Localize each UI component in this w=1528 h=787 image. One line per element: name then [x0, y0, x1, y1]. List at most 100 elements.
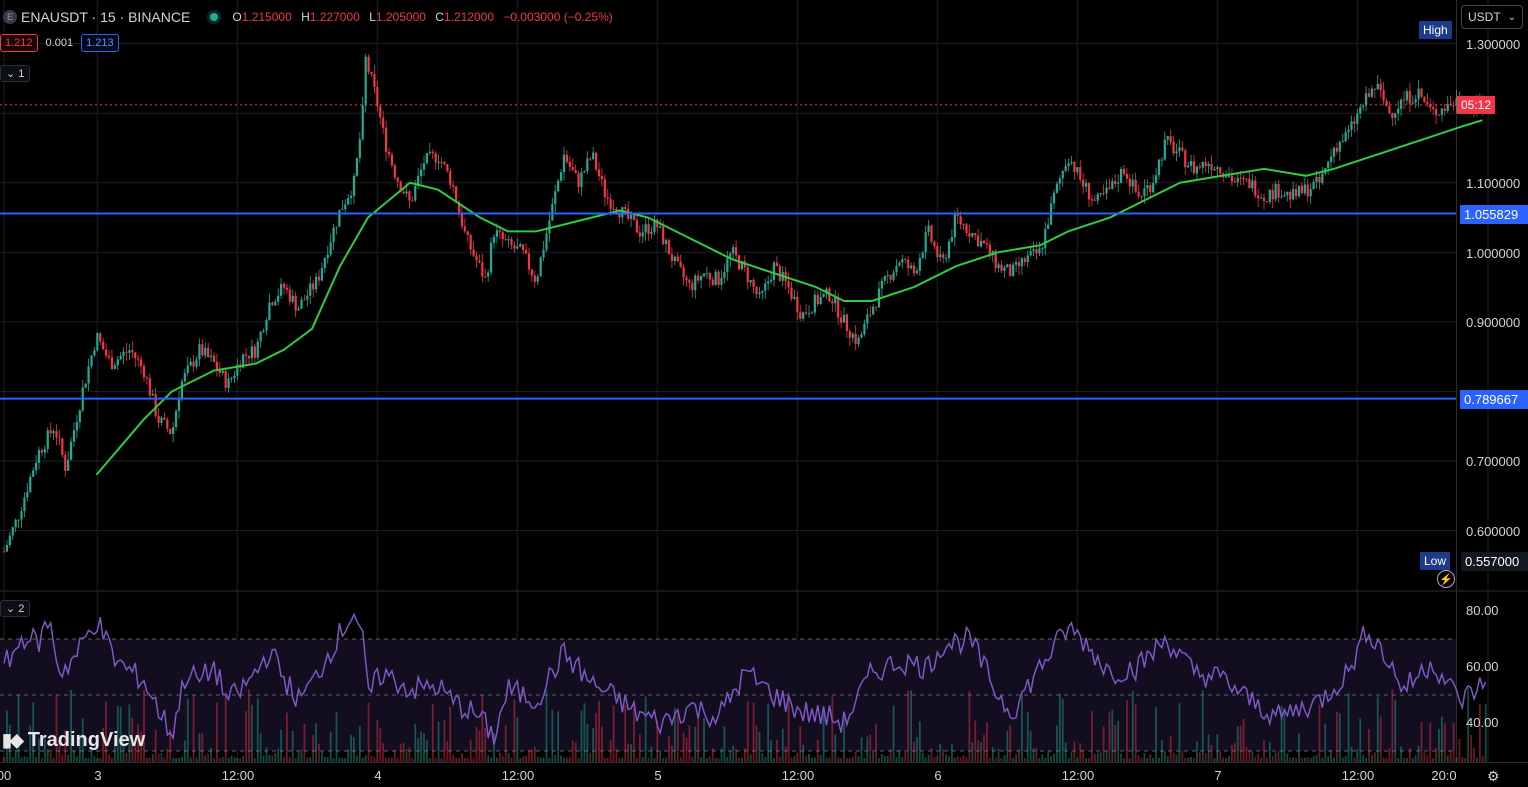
volume-bar: [601, 726, 603, 762]
candle-body: [218, 369, 221, 374]
volume-bar: [1263, 740, 1265, 762]
volume-bar: [1324, 723, 1327, 762]
volume-bar: [1099, 751, 1102, 762]
candle-body: [641, 232, 644, 237]
volume-bar: [948, 756, 950, 762]
volume-bar: [17, 694, 20, 762]
trade-buttons: 1.212 0.001 1.213: [0, 34, 119, 52]
candle-body: [285, 287, 289, 290]
candle-body: [673, 256, 676, 261]
volume-bar: [87, 757, 90, 762]
volume-bar: [55, 694, 58, 762]
candle-body: [1443, 108, 1446, 111]
volume-bar: [265, 747, 268, 762]
candle-body: [61, 438, 64, 455]
volume-bar: [192, 695, 195, 762]
volume-bar: [38, 738, 40, 762]
volume-bar: [166, 748, 169, 762]
volume-bar: [988, 757, 991, 762]
candle-body: [151, 393, 154, 396]
candle-body: [746, 267, 749, 283]
volume-bar: [883, 755, 886, 762]
candle-body: [487, 272, 490, 277]
candle-body: [1012, 264, 1015, 277]
candle-body: [478, 260, 481, 263]
candle-body: [125, 351, 128, 353]
volume-bar: [227, 757, 230, 762]
sell-button[interactable]: 1.212: [0, 34, 38, 52]
candle-body: [886, 275, 889, 277]
time-tick: 00: [0, 768, 12, 783]
candle-body: [460, 212, 464, 227]
volume-bar: [694, 726, 697, 762]
candle-body: [93, 350, 96, 356]
candle-body: [947, 241, 951, 258]
volume-bar: [218, 757, 221, 762]
volume-bar: [233, 757, 236, 762]
volume-bar: [326, 756, 329, 762]
volume-bar: [583, 703, 586, 762]
candle-body: [583, 171, 586, 173]
buy-button[interactable]: 1.213: [81, 34, 119, 52]
candle-body: [909, 265, 913, 269]
level-2-tag[interactable]: 0.789667: [1460, 390, 1528, 409]
candle-body: [1014, 262, 1018, 265]
volume-bar: [1438, 728, 1440, 762]
candle-body: [1219, 167, 1222, 174]
main-pane-toggle[interactable]: ⌄ 1: [0, 65, 31, 82]
volume-bar: [472, 757, 475, 762]
volume-bar: [787, 692, 790, 762]
candle-body: [842, 314, 846, 323]
level-1-tag[interactable]: 1.055829: [1460, 205, 1528, 224]
rsi-pane-toggle[interactable]: ⌄ 2: [0, 600, 31, 617]
candle-body: [772, 262, 776, 280]
volume-bar: [1120, 753, 1122, 762]
high-key: H: [301, 10, 310, 24]
price-tick: 1.000000: [1466, 246, 1521, 261]
candle-body: [1259, 197, 1263, 199]
candle-body: [244, 354, 248, 356]
volume-bar: [64, 729, 67, 762]
settings-gear-icon[interactable]: ⚙: [1487, 768, 1500, 784]
volume-bar: [1131, 691, 1134, 762]
volume-bar: [1306, 757, 1309, 762]
candle-body: [522, 244, 525, 251]
lightning-icon[interactable]: ⚡: [1437, 570, 1455, 588]
volume-bar: [201, 733, 204, 762]
volume-bar: [1021, 694, 1023, 762]
candle-body: [664, 240, 668, 245]
symbol-title[interactable]: ENAUSDT · 15 · BINANCE: [21, 9, 191, 25]
volume-bar: [773, 757, 775, 762]
candle-body: [507, 239, 510, 241]
volume-bar: [991, 747, 994, 762]
volume-bar: [423, 733, 425, 762]
price-change: −0.003000 (−0.25%): [503, 10, 613, 24]
volume-bar: [1338, 713, 1341, 762]
candle-body: [1152, 182, 1155, 193]
candle-body: [1236, 177, 1239, 182]
volume-bar: [283, 756, 285, 762]
volume-bar: [1336, 711, 1338, 762]
volume-bar: [1064, 742, 1067, 762]
candle-body: [1178, 147, 1181, 152]
volume-bar: [644, 696, 647, 762]
volume-bar: [802, 744, 805, 762]
volume-bar: [259, 733, 262, 762]
candle-body: [734, 247, 738, 256]
candle-body: [329, 242, 332, 255]
currency-select[interactable]: USDT ⌄: [1461, 5, 1523, 29]
volume-bar: [1158, 757, 1160, 762]
volume-bar: [671, 745, 673, 762]
high-value: 1.227000: [309, 10, 360, 24]
volume-bar: [1452, 722, 1455, 762]
candle-body: [810, 312, 814, 314]
volume-bar: [119, 707, 122, 762]
candle-body: [484, 276, 487, 278]
volume-bar: [924, 757, 927, 762]
volume-bar: [93, 756, 96, 762]
candle-body: [1000, 264, 1003, 271]
volume-bar: [959, 757, 962, 762]
candle-body: [758, 292, 761, 295]
candle-body: [1096, 194, 1099, 201]
